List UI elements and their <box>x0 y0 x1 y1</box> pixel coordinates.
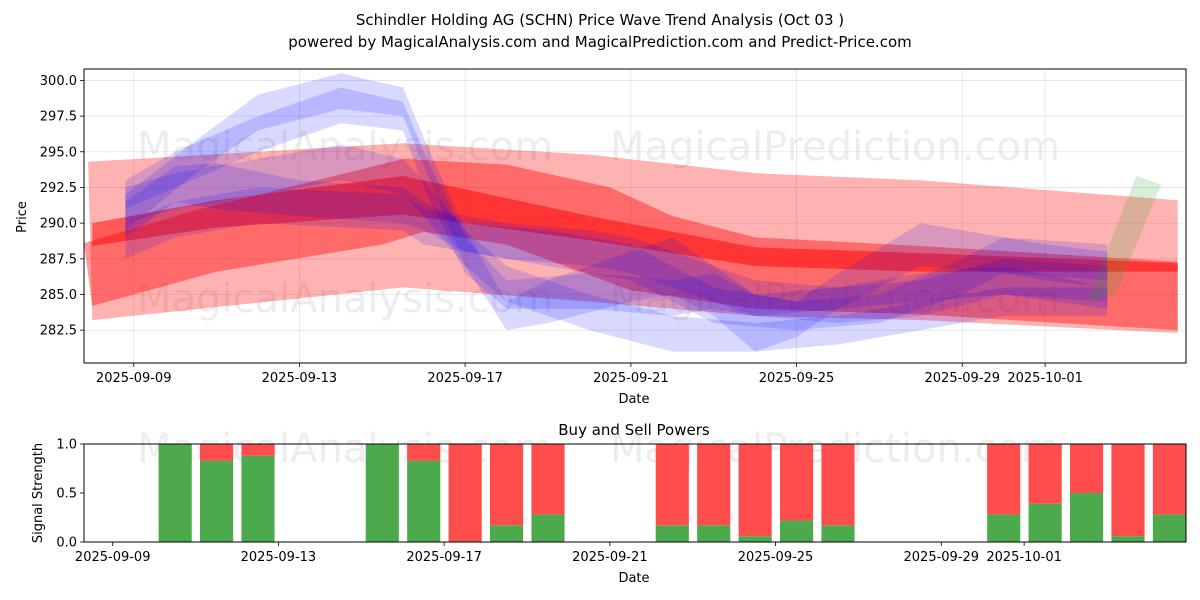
buy-bar <box>1028 503 1062 542</box>
y-axis-label: Price <box>15 201 30 233</box>
bar-x-tick-label: 2025-09-13 <box>241 550 317 565</box>
y-tick-label: 295.0 <box>40 145 77 160</box>
bar-chart-title: Buy and Sell Powers <box>558 421 710 439</box>
buy-bar <box>531 514 565 542</box>
x-tick-label: 2025-09-17 <box>427 371 503 386</box>
sell-bar <box>490 444 524 526</box>
x-axis-label: Date <box>618 392 649 407</box>
sell-bar <box>1028 444 1062 504</box>
buy-bar <box>697 525 731 542</box>
buy-bar <box>200 460 234 542</box>
bar-x-tick-label: 2025-10-01 <box>986 550 1062 565</box>
red-trend-band <box>92 176 1178 272</box>
blue-wave-band <box>125 163 1108 331</box>
y-tick-label: 290.0 <box>40 217 77 232</box>
sell-bar <box>780 444 814 521</box>
buy-bar <box>241 455 275 542</box>
buy-bar <box>1111 536 1145 542</box>
x-tick-label: 2025-10-01 <box>1007 371 1083 386</box>
buy-bar <box>158 444 192 542</box>
bar-x-tick-label: 2025-09-21 <box>572 550 648 565</box>
sell-bar <box>531 444 565 515</box>
watermark-analysis-2: MagicalAnalysis.com <box>137 276 553 322</box>
sell-bar <box>200 444 234 461</box>
buy-sell-panel: Buy and Sell Powers MagicalAnalysis.com … <box>31 421 1187 586</box>
buy-bar <box>738 536 772 542</box>
sell-bar <box>987 444 1021 515</box>
y-tick-label: 297.5 <box>40 110 77 125</box>
y-tick-label: 282.5 <box>40 324 77 339</box>
sell-bar <box>738 444 772 537</box>
bar-x-tick-label: 2025-09-09 <box>75 550 151 565</box>
watermark-prediction: MagicalPrediction.com <box>610 124 1060 170</box>
watermark-prediction-2: MagicalPrediction.com <box>610 276 1060 322</box>
sell-bar <box>241 444 275 456</box>
watermark-analysis: MagicalAnalysis.com <box>137 124 553 170</box>
bar-x-axis-label: Date <box>618 571 649 586</box>
bar-y-tick-label: 0.5 <box>56 487 77 502</box>
blue-wave-band <box>125 87 1108 316</box>
sell-bar <box>1111 444 1145 537</box>
buy-bar <box>407 460 441 542</box>
sell-bar <box>821 444 855 526</box>
sell-bar <box>407 444 441 461</box>
chart-subtitle: powered by MagicalAnalysis.com and Magic… <box>288 33 912 51</box>
bar-y-tick-label: 1.0 <box>56 438 77 453</box>
buy-bar <box>655 525 689 542</box>
buy-bar <box>1152 514 1186 542</box>
buy-bar <box>987 514 1021 542</box>
blue-wave-band <box>125 144 1108 352</box>
price-wave-panel: MagicalAnalysis.com MagicalPrediction.co… <box>15 68 1187 407</box>
blue-wave-band <box>125 73 1108 352</box>
sell-bar <box>655 444 689 526</box>
buy-bar <box>365 444 399 542</box>
x-tick-label: 2025-09-13 <box>262 371 338 386</box>
sell-bar <box>448 444 482 542</box>
green-wave-band <box>1086 176 1162 302</box>
bar-x-tick-label: 2025-09-29 <box>904 550 980 565</box>
sell-bar <box>697 444 731 526</box>
x-tick-label: 2025-09-21 <box>593 371 669 386</box>
x-tick-label: 2025-09-29 <box>925 371 1001 386</box>
x-tick-label: 2025-09-25 <box>759 371 835 386</box>
buy-bar <box>780 520 814 542</box>
bar-y-tick-label: 0.0 <box>56 536 77 551</box>
blue-wave-band <box>125 187 1108 324</box>
y-tick-label: 287.5 <box>40 252 77 267</box>
y-tick-label: 292.5 <box>40 181 77 196</box>
y-tick-label: 285.0 <box>40 288 77 303</box>
bar-x-tick-label: 2025-09-25 <box>738 550 814 565</box>
buy-bar <box>490 525 524 542</box>
bar-x-tick-label: 2025-09-17 <box>406 550 482 565</box>
y-tick-label: 300.0 <box>40 74 77 89</box>
sell-bar <box>1070 444 1104 493</box>
buy-bar <box>821 525 855 542</box>
sell-bar <box>1152 444 1186 515</box>
buy-bar <box>1070 493 1104 542</box>
x-tick-label: 2025-09-09 <box>96 371 172 386</box>
bar-y-axis-label: Signal Strength <box>31 443 46 543</box>
chart-title: Schindler Holding AG (SCHN) Price Wave T… <box>356 11 844 29</box>
